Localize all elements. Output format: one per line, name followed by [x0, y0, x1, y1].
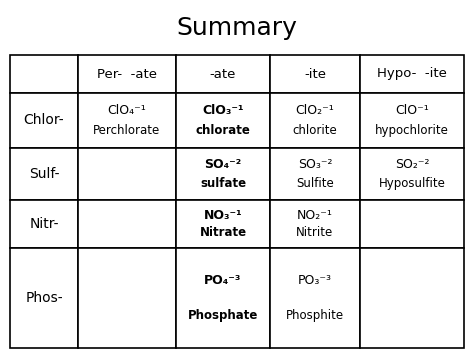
Text: -ite: -ite: [304, 67, 326, 81]
Text: Summary: Summary: [176, 16, 298, 40]
Text: Chlor-: Chlor-: [24, 114, 64, 127]
Text: Hypo-  -ite: Hypo- -ite: [377, 67, 447, 81]
Text: Phos-: Phos-: [25, 291, 63, 305]
Text: Perchlorate: Perchlorate: [93, 124, 161, 137]
Text: ClO⁻¹: ClO⁻¹: [395, 104, 429, 117]
Bar: [78, 93, 176, 148]
Text: NO₂⁻¹: NO₂⁻¹: [297, 209, 333, 222]
Text: Per-  -ate: Per- -ate: [97, 67, 157, 81]
Text: chlorite: chlorite: [292, 124, 337, 137]
Text: Hyposulfite: Hyposulfite: [379, 177, 446, 190]
Text: SO₄⁻²: SO₄⁻²: [204, 158, 242, 171]
Bar: [78, 55, 176, 93]
Bar: [176, 248, 270, 348]
Bar: [270, 93, 360, 148]
Text: PO₄⁻³: PO₄⁻³: [204, 273, 242, 286]
Bar: [78, 148, 176, 200]
Bar: [176, 55, 270, 93]
Text: chlorate: chlorate: [196, 124, 250, 137]
Text: Nitrate: Nitrate: [200, 226, 246, 239]
Bar: [270, 55, 360, 93]
Bar: [270, 248, 360, 348]
Text: ClO₃⁻¹: ClO₃⁻¹: [202, 104, 244, 117]
Text: -ate: -ate: [210, 67, 236, 81]
Bar: [10, 248, 78, 348]
Bar: [10, 55, 78, 93]
Text: ClO₄⁻¹: ClO₄⁻¹: [108, 104, 146, 117]
Bar: [360, 200, 464, 248]
Bar: [78, 200, 176, 248]
Bar: [176, 93, 270, 148]
Text: hypochlorite: hypochlorite: [375, 124, 449, 137]
Text: Nitr-: Nitr-: [29, 217, 59, 231]
Bar: [360, 93, 464, 148]
Text: Phosphite: Phosphite: [286, 310, 344, 322]
Text: Nitrite: Nitrite: [296, 226, 334, 239]
Text: PO₃⁻³: PO₃⁻³: [298, 273, 332, 286]
Text: sulfate: sulfate: [200, 177, 246, 190]
Bar: [10, 148, 78, 200]
Text: SO₃⁻²: SO₃⁻²: [298, 158, 332, 171]
Bar: [176, 148, 270, 200]
Text: Sulf-: Sulf-: [29, 167, 59, 181]
Bar: [270, 148, 360, 200]
Bar: [270, 200, 360, 248]
Bar: [10, 200, 78, 248]
Text: Sulfite: Sulfite: [296, 177, 334, 190]
Bar: [360, 55, 464, 93]
Bar: [360, 248, 464, 348]
Bar: [360, 148, 464, 200]
Text: Phosphate: Phosphate: [188, 310, 258, 322]
Bar: [78, 248, 176, 348]
Text: SO₂⁻²: SO₂⁻²: [395, 158, 429, 171]
Text: NO₃⁻¹: NO₃⁻¹: [204, 209, 242, 222]
Bar: [176, 200, 270, 248]
Text: ClO₂⁻¹: ClO₂⁻¹: [296, 104, 334, 117]
Bar: [10, 93, 78, 148]
